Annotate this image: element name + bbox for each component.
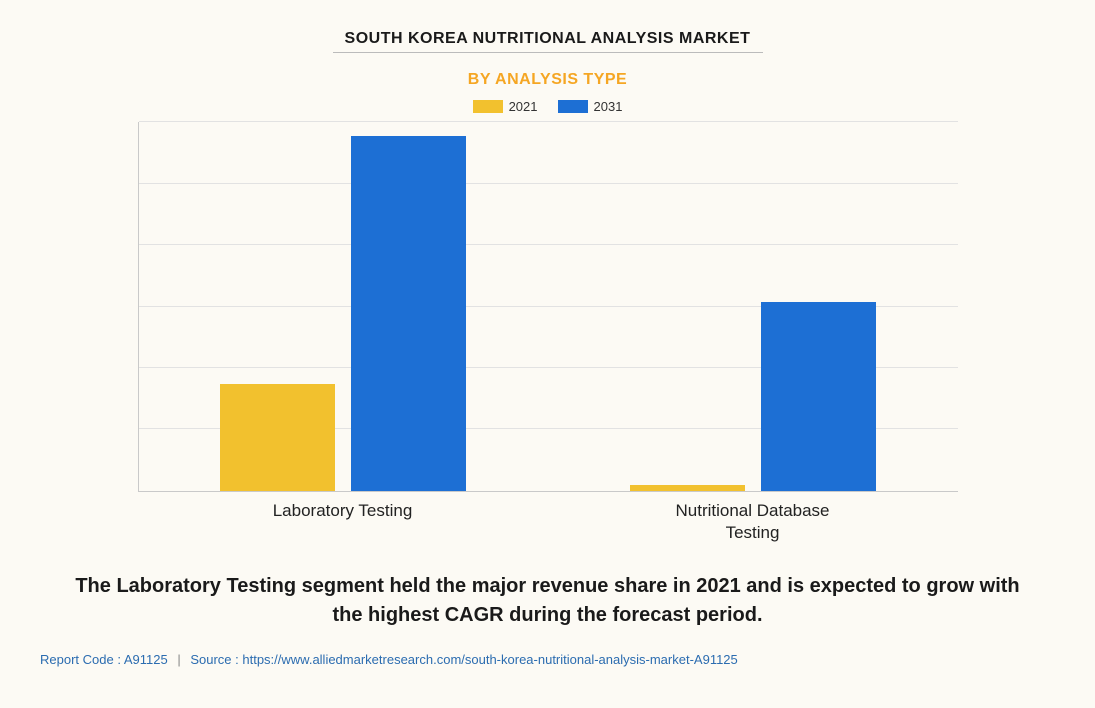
bar — [630, 485, 745, 491]
legend-label-2031: 2031 — [594, 99, 623, 114]
bar-group — [139, 136, 549, 491]
title-underline — [333, 52, 763, 53]
legend-swatch-2031 — [558, 100, 588, 113]
source-label: Source : — [190, 652, 242, 667]
chart-area: Laboratory TestingNutritional DatabaseTe… — [138, 122, 958, 544]
legend-item-2021: 2021 — [473, 99, 538, 114]
bar — [761, 302, 876, 491]
x-axis-label: Laboratory Testing — [138, 500, 548, 544]
x-axis-label: Nutritional DatabaseTesting — [548, 500, 958, 544]
x-axis-labels: Laboratory TestingNutritional DatabaseTe… — [138, 500, 958, 544]
footer: Report Code : A91125 | Source : https://… — [40, 652, 1055, 667]
source-url: https://www.alliedmarketresearch.com/sou… — [242, 652, 737, 667]
gridline — [139, 121, 958, 122]
bar-group — [548, 302, 958, 491]
plot-area — [138, 122, 958, 492]
legend: 2021 2031 — [40, 99, 1055, 114]
bar — [220, 384, 335, 491]
report-code: A91125 — [124, 652, 168, 667]
chart-description: The Laboratory Testing segment held the … — [40, 572, 1055, 630]
legend-label-2021: 2021 — [509, 99, 538, 114]
legend-swatch-2021 — [473, 100, 503, 113]
chart-subtitle: BY ANALYSIS TYPE — [40, 71, 1055, 89]
bar — [351, 136, 466, 491]
chart-title: SOUTH KOREA NUTRITIONAL ANALYSIS MARKET — [40, 30, 1055, 48]
footer-separator: | — [177, 652, 180, 667]
legend-item-2031: 2031 — [558, 99, 623, 114]
report-code-label: Report Code : — [40, 652, 124, 667]
